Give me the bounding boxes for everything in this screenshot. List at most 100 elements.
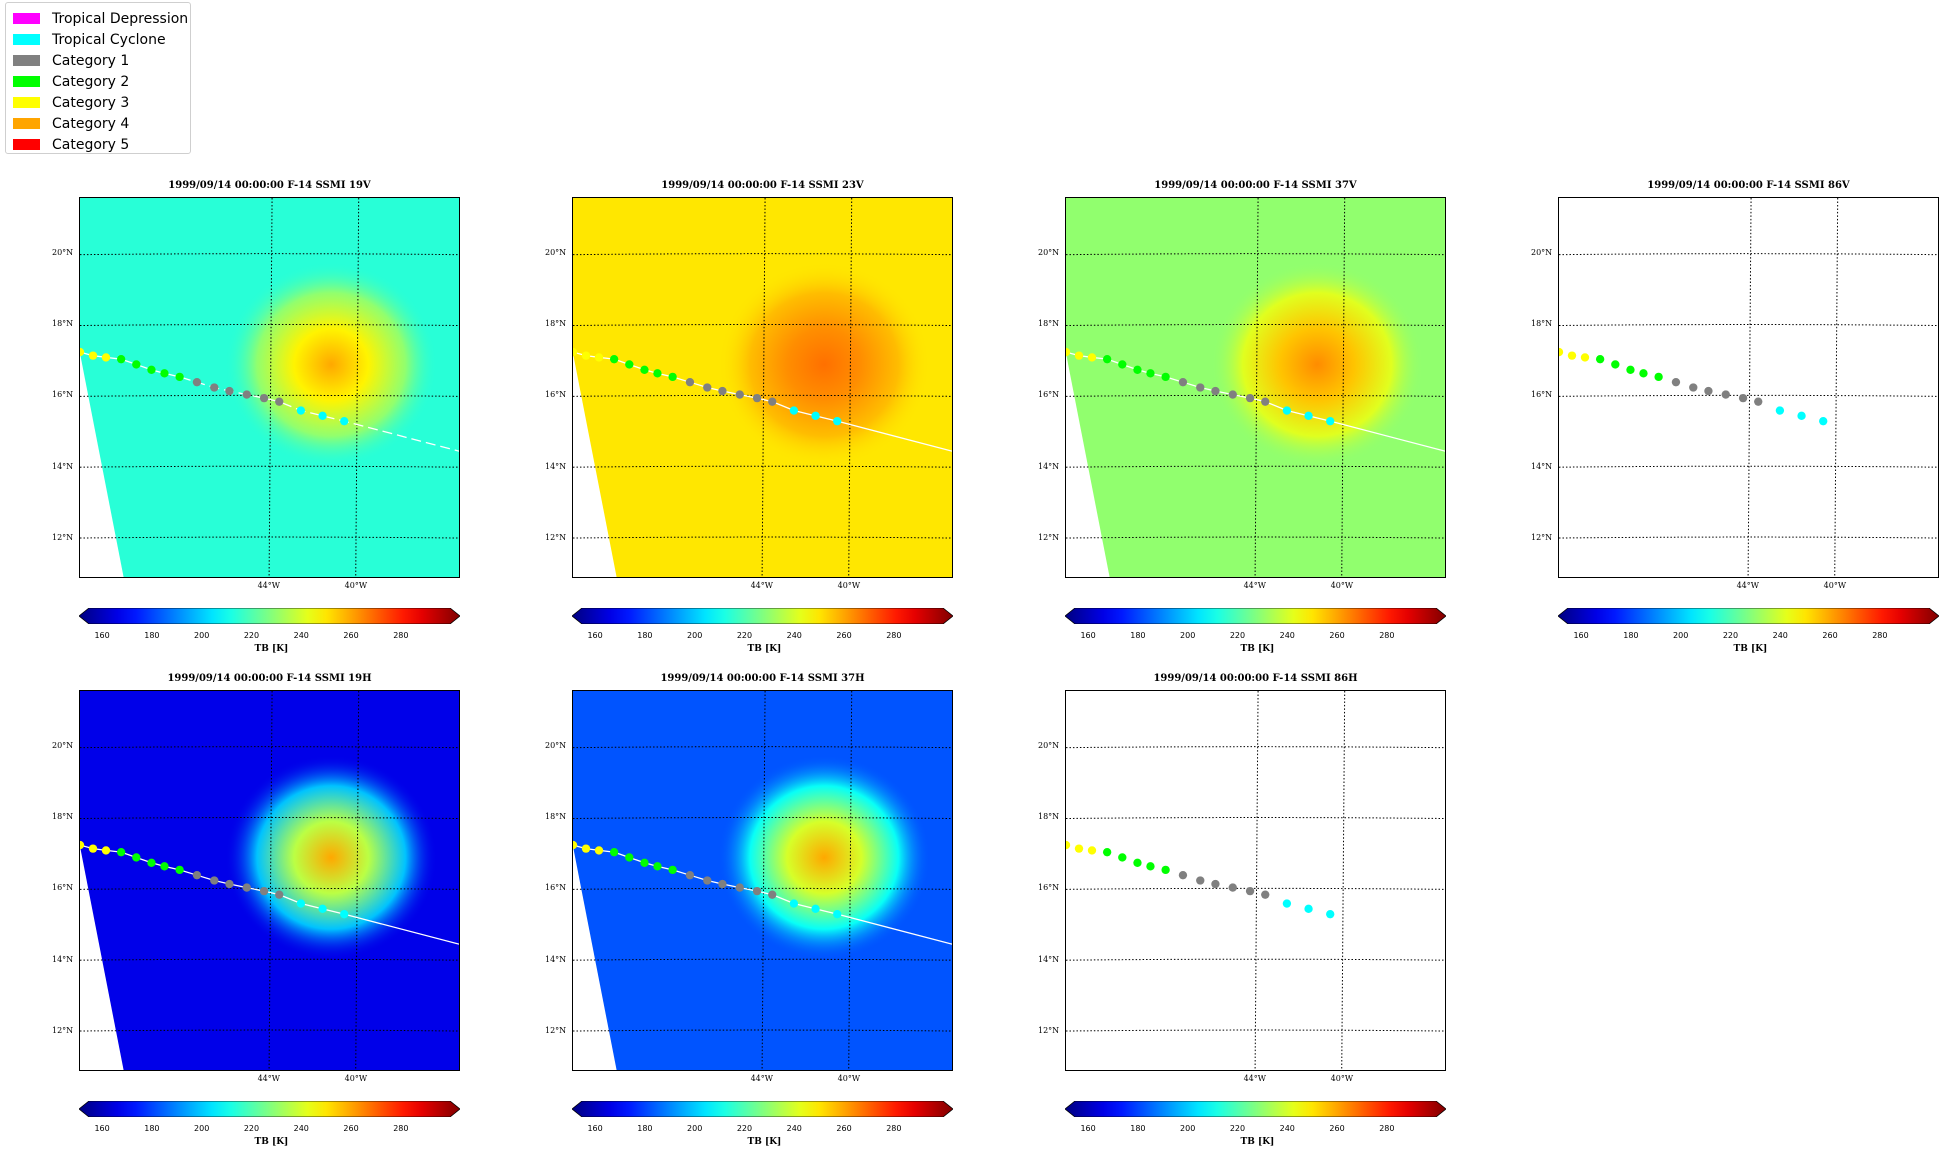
storm-warm-core — [718, 262, 931, 467]
track-point — [718, 386, 727, 396]
colorbar-bar — [572, 608, 953, 624]
colorbar-tick-label: 280 — [1872, 631, 1888, 640]
track-point — [640, 365, 649, 374]
track-point — [1102, 354, 1112, 364]
colorbar-tick-label: 260 — [1329, 1124, 1345, 1133]
track-point — [210, 383, 219, 392]
track-point — [668, 372, 677, 382]
lat-tick-label: 14°N — [1038, 954, 1060, 964]
colorbar-tick-label: 220 — [1229, 631, 1246, 640]
lon-tick-label: 44°W — [257, 1074, 280, 1083]
colorbar-tick-label: 280 — [393, 631, 409, 640]
colorbar-tick-label: 200 — [1180, 1124, 1196, 1133]
track-point — [573, 347, 578, 357]
colorbar-tick-label: 220 — [736, 631, 753, 640]
legend-swatch — [13, 34, 40, 45]
map-svg — [80, 198, 459, 577]
track-point — [275, 397, 284, 406]
track-point — [340, 909, 349, 919]
track-point — [1228, 390, 1237, 399]
colorbar-tick-label: 200 — [687, 631, 703, 640]
lon-gridline — [268, 691, 273, 1070]
lat-tick-label: 16°N — [1531, 390, 1553, 400]
lat-gridline — [573, 746, 952, 749]
lon-tick-label: 44°W — [257, 581, 280, 590]
track-point — [1639, 369, 1648, 378]
colorbar-tick-label: 180 — [1130, 631, 1146, 640]
colorbar-tick-label: 180 — [637, 631, 653, 640]
lon-tick-label: 44°W — [750, 581, 773, 590]
track-point — [116, 354, 126, 364]
colorbar — [572, 608, 953, 624]
panel-title: 1999/09/14 00:00:00 F-14 SSMI 23V — [661, 180, 864, 191]
map-plot — [1065, 197, 1446, 578]
colorbar-bar — [1065, 608, 1446, 624]
lat-tick-label: 12°N — [1531, 532, 1553, 542]
track-point — [1161, 372, 1170, 382]
legend-swatch — [13, 118, 40, 129]
lat-gridline — [80, 324, 459, 327]
colorbar — [1065, 608, 1446, 624]
lat-tick-label: 12°N — [545, 532, 567, 542]
track-point — [1261, 890, 1270, 899]
lat-gridline — [80, 394, 459, 397]
track-point — [718, 879, 727, 889]
track-point — [296, 899, 306, 908]
swath-gap — [1066, 353, 1110, 577]
colorbar-label: TB [K] — [747, 1137, 782, 1147]
lat-tick-label: 16°N — [545, 883, 567, 893]
lat-tick-label: 18°N — [1531, 319, 1553, 329]
track-point — [625, 360, 634, 369]
lat-tick-label: 20°N — [52, 247, 74, 257]
track-point — [1074, 351, 1084, 360]
track-point — [88, 351, 98, 360]
colorbar-tick-label: 200 — [194, 1124, 210, 1133]
track-point — [1261, 397, 1270, 406]
lat-gridline — [1066, 253, 1445, 256]
track-point — [1133, 858, 1142, 867]
colorbar-bar — [1065, 1101, 1446, 1117]
lat-gridline — [80, 817, 459, 820]
lat-tick-label: 18°N — [545, 319, 567, 329]
lon-gridline — [1341, 691, 1346, 1070]
lat-gridline — [80, 465, 459, 468]
track-point — [1066, 347, 1071, 357]
colorbar-tick-label: 200 — [687, 1124, 703, 1133]
panel-title: 1999/09/14 00:00:00 F-14 SSMI 86H — [1153, 673, 1358, 684]
lat-gridline — [1559, 394, 1938, 397]
lat-gridline — [1066, 746, 1445, 749]
map-svg — [1066, 691, 1445, 1070]
track-point — [1228, 883, 1237, 892]
colorbar-tick-label: 260 — [343, 1124, 359, 1133]
track-point — [1118, 853, 1127, 862]
track-point — [116, 847, 126, 857]
track-point — [1754, 397, 1763, 406]
colorbar-tick-label: 280 — [1379, 1124, 1395, 1133]
track-point — [147, 365, 156, 374]
panel-title: 1999/09/14 00:00:00 F-14 SSMI 19V — [168, 180, 371, 191]
lon-gridline — [761, 198, 766, 577]
colorbar — [1065, 1101, 1446, 1117]
track-point — [160, 862, 169, 871]
lat-gridline — [573, 536, 952, 539]
track-point — [225, 386, 234, 396]
lat-tick-label: 14°N — [1038, 461, 1060, 471]
lat-tick-label: 18°N — [1038, 319, 1060, 329]
track-point — [1133, 365, 1142, 374]
track-point — [1595, 354, 1605, 364]
track-point — [192, 871, 202, 880]
track-point — [101, 846, 111, 855]
track-point — [80, 840, 85, 850]
lon-tick-label: 44°W — [1736, 581, 1759, 590]
colorbar-bar — [79, 1101, 460, 1117]
lat-tick-label: 14°N — [545, 954, 567, 964]
legend-label: Category 5 — [52, 136, 130, 153]
colorbar-bar — [572, 1101, 953, 1117]
track-point — [147, 858, 156, 867]
lat-tick-label: 12°N — [52, 532, 74, 542]
track-point — [1196, 876, 1205, 885]
legend-swatch — [13, 97, 40, 108]
legend-swatch — [13, 13, 40, 24]
colorbar-tick-label: 160 — [587, 631, 603, 640]
lat-gridline — [573, 887, 952, 890]
